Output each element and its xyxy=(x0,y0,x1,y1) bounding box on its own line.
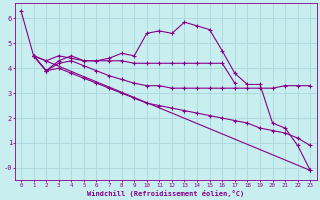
X-axis label: Windchill (Refroidissement éolien,°C): Windchill (Refroidissement éolien,°C) xyxy=(87,190,244,197)
